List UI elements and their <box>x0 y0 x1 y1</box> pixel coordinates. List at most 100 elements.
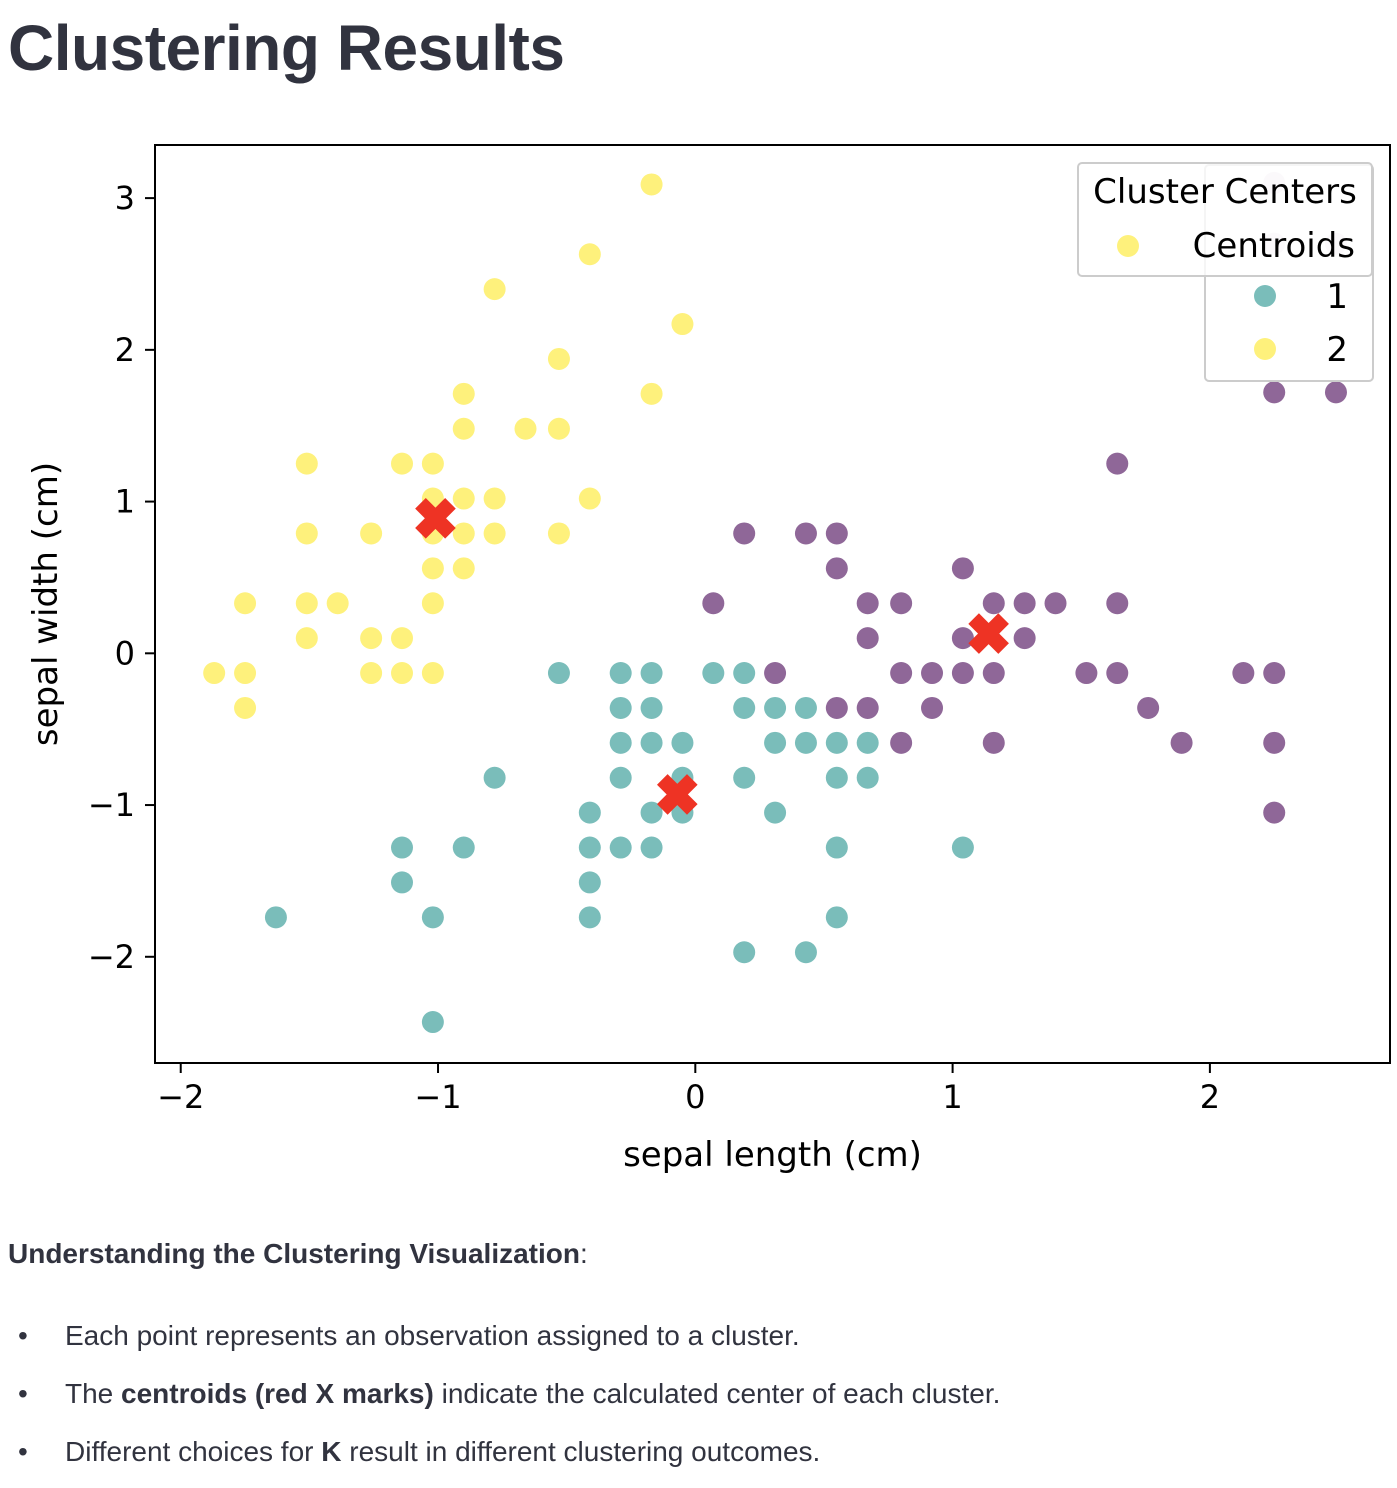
data-point-cluster-2 <box>234 696 257 719</box>
data-point-cluster-1 <box>640 696 663 719</box>
data-point-cluster-1 <box>578 801 601 824</box>
data-point-cluster-2 <box>671 313 694 336</box>
data-point-cluster-1 <box>794 731 817 754</box>
data-point-cluster-0 <box>890 731 913 754</box>
data-point-cluster-0 <box>1075 662 1098 685</box>
axes-layer: −2 −1 0 1 2 −2 −1 0 1 2 3 sepal length (cm) sepal wi… <box>26 144 1391 1175</box>
data-point-cluster-1 <box>578 871 601 894</box>
data-point-cluster-1 <box>578 906 601 929</box>
data-point-cluster-1 <box>640 801 663 824</box>
list-item: • The centroids (red X marks) indicate t… <box>8 1372 1388 1416</box>
data-point-cluster-2 <box>360 662 383 685</box>
data-point-cluster-0 <box>890 592 913 615</box>
data-point-cluster-0 <box>921 662 944 685</box>
x-tick-label: −2 <box>157 1078 204 1116</box>
data-point-cluster-1 <box>452 836 475 859</box>
y-tick-label: 1 <box>115 483 135 521</box>
legend-centroids-label: Centroids <box>1193 226 1355 266</box>
x-tick-label: −1 <box>414 1078 461 1116</box>
data-point-cluster-2 <box>421 452 444 475</box>
data-point-cluster-1 <box>421 906 444 929</box>
data-point-cluster-0 <box>764 662 787 685</box>
data-point-cluster-0 <box>794 522 817 545</box>
data-point-cluster-1 <box>609 731 632 754</box>
data-point-cluster-0 <box>856 627 879 650</box>
data-point-cluster-0 <box>825 557 848 580</box>
data-point-cluster-2 <box>483 278 506 301</box>
cluster-scatter-chart: −2 −1 0 1 2 −2 −1 0 1 2 3 sepal length (cm) sepal wi… <box>26 144 1391 1175</box>
data-point-cluster-1 <box>578 836 601 859</box>
data-point-cluster-0 <box>951 662 974 685</box>
data-point-cluster-1 <box>609 696 632 719</box>
data-point-cluster-0 <box>856 592 879 615</box>
x-tick-label: 1 <box>942 1078 962 1116</box>
list-item-text-post: indicate the calculated center of each c… <box>433 1378 1001 1409</box>
data-point-cluster-2 <box>483 522 506 545</box>
data-point-cluster-1 <box>764 801 787 824</box>
explanation-heading: Understanding the Clustering Visualizati… <box>8 1238 580 1269</box>
legend-cluster-label: 2 <box>1326 330 1348 370</box>
data-point-cluster-0 <box>1324 381 1347 404</box>
plot-frame <box>154 144 1391 1064</box>
data-point-cluster-0 <box>1137 696 1160 719</box>
data-point-cluster-0 <box>825 522 848 545</box>
data-point-cluster-2 <box>452 487 475 510</box>
data-point-cluster-2 <box>234 592 257 615</box>
list-item-text: Each point represents an observation ass… <box>65 1320 800 1351</box>
data-point-cluster-2 <box>421 592 444 615</box>
x-axis-label: sepal length (cm) <box>623 1135 922 1175</box>
centroid-marker <box>656 774 698 815</box>
data-point-cluster-2 <box>295 627 318 650</box>
data-point-cluster-1 <box>825 906 848 929</box>
data-point-cluster-2 <box>391 662 413 685</box>
list-item: • Different choices for K result in diff… <box>8 1430 1388 1474</box>
data-point-cluster-0 <box>1263 731 1286 754</box>
data-point-cluster-2 <box>452 382 475 405</box>
legend-cluster-marker <box>1254 285 1276 307</box>
data-point-cluster-2 <box>360 627 383 650</box>
list-item-text-bold: K <box>321 1436 342 1467</box>
centroid-marker <box>415 497 456 539</box>
data-point-cluster-0 <box>702 592 725 615</box>
bullet-icon: • <box>18 1378 28 1409</box>
y-tick-label: −2 <box>88 938 135 976</box>
data-point-cluster-1 <box>391 836 413 859</box>
data-point-cluster-2 <box>452 522 475 545</box>
data-point-cluster-0 <box>982 662 1005 685</box>
data-point-cluster-1 <box>264 906 287 929</box>
data-point-cluster-2 <box>326 592 349 615</box>
bullet-icon: • <box>18 1320 28 1351</box>
explanation-heading-colon: : <box>580 1238 588 1269</box>
data-point-cluster-1 <box>825 766 848 789</box>
clustering-explanation: Understanding the Clustering Visualizati… <box>8 1232 1388 1488</box>
data-point-cluster-2 <box>640 382 663 405</box>
data-point-cluster-0 <box>890 662 913 685</box>
legend-title: Cluster Centers <box>1093 172 1357 212</box>
bullet-icon: • <box>18 1436 28 1467</box>
y-tick-label: −1 <box>88 786 135 824</box>
data-point-cluster-0 <box>951 627 974 650</box>
data-point-cluster-2 <box>483 487 506 510</box>
data-point-cluster-1 <box>856 731 879 754</box>
data-point-cluster-0 <box>1106 662 1129 685</box>
list-item-text-bold: centroids (red X marks) <box>121 1378 434 1409</box>
data-point-cluster-1 <box>483 766 506 789</box>
data-point-cluster-2 <box>514 417 537 440</box>
data-point-cluster-1 <box>609 836 632 859</box>
data-point-cluster-1 <box>640 662 663 685</box>
legend-cluster-marker <box>1254 338 1276 360</box>
data-point-cluster-0 <box>921 696 944 719</box>
data-point-cluster-0 <box>733 522 756 545</box>
legend-centroids-marker <box>1117 235 1139 257</box>
data-point-cluster-0 <box>1013 592 1036 615</box>
data-point-cluster-1 <box>794 941 817 964</box>
data-point-cluster-0 <box>1013 627 1036 650</box>
centroid-marker <box>968 613 1009 654</box>
data-point-cluster-1 <box>733 941 756 964</box>
data-point-cluster-1 <box>856 766 879 789</box>
list-item-text-pre: The <box>65 1378 122 1409</box>
data-point-cluster-1 <box>764 731 787 754</box>
data-point-cluster-0 <box>1232 662 1255 685</box>
data-point-cluster-0 <box>856 696 879 719</box>
y-tick-label: 0 <box>115 634 135 672</box>
